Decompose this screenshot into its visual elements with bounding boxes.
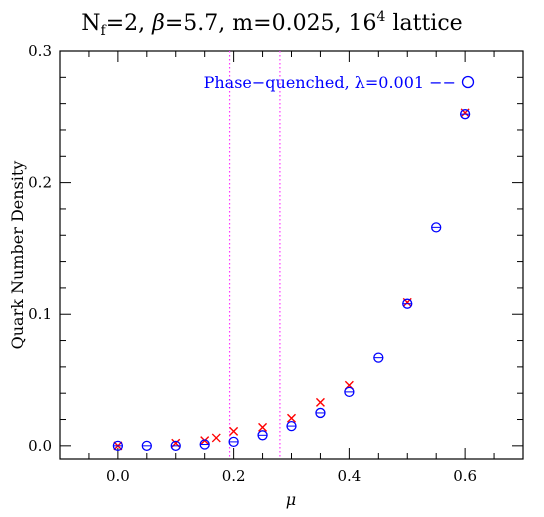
tick-labels: 0.0 0.2 0.4 0.6 0.0 0.1 0.2 0.3 xyxy=(28,42,477,485)
cross-point xyxy=(229,426,239,436)
cross-point xyxy=(287,413,296,423)
y-axis-label: Quark Number Density xyxy=(8,161,27,350)
chart-title: Nf=2, β=5.7, m=0.025, 164 lattice xyxy=(81,9,462,39)
y-tick-label: 0.3 xyxy=(28,42,52,60)
cross-point xyxy=(258,422,268,432)
axis-ticks xyxy=(59,50,524,459)
cross-point xyxy=(315,397,325,407)
x-tick-label: 0.2 xyxy=(222,467,246,485)
cross-point xyxy=(211,433,221,443)
y-tick-label: 0.1 xyxy=(28,305,52,323)
legend-label: Phase−quenched, λ=0.001 −− xyxy=(204,73,456,92)
y-tick-label: 0.0 xyxy=(28,437,52,455)
x-tick-label: 0.0 xyxy=(106,467,130,485)
x-axis-label: μ xyxy=(286,490,296,509)
y-tick-label: 0.2 xyxy=(28,174,52,192)
legend-circle-marker xyxy=(461,75,475,89)
x-tick-label: 0.4 xyxy=(337,467,361,485)
reference-lines xyxy=(228,51,281,459)
data-points xyxy=(112,108,471,451)
plot-frame xyxy=(59,50,524,460)
x-tick-label: 0.6 xyxy=(453,467,477,485)
